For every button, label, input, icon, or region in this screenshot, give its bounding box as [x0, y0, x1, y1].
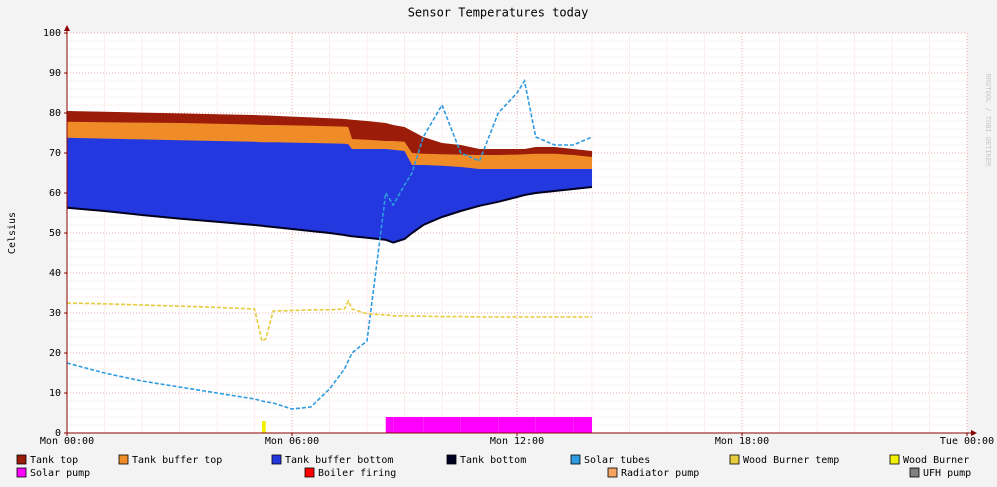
legend-label: Tank top	[30, 455, 78, 466]
legend-swatch	[570, 454, 581, 465]
step-bar	[573, 417, 592, 433]
x-tick-label: Mon 18:00	[715, 436, 769, 447]
y-tick-label: 80	[49, 108, 61, 119]
legend-label: Solar tubes	[584, 455, 650, 466]
series-line	[66, 186, 593, 244]
y-tick-label: 20	[49, 348, 61, 359]
legend-label: Solar pump	[30, 468, 90, 479]
step-bar	[524, 417, 536, 433]
band-area	[67, 137, 592, 243]
legend-swatch	[16, 454, 27, 465]
marks	[66, 78, 593, 433]
step-bar	[554, 417, 574, 433]
y-axis-label: Celsius	[7, 212, 18, 254]
y-tick-label: 10	[49, 388, 61, 399]
y-tick-label: 50	[49, 228, 61, 239]
step-bar	[479, 417, 499, 433]
x-tick-label: Mon 06:00	[265, 436, 319, 447]
y-tick-label: 90	[49, 68, 61, 79]
step-bar	[460, 417, 480, 433]
series-line	[66, 299, 592, 343]
watermark: RRDTOOL / TOBI OETIKER	[984, 74, 992, 168]
legend-swatch	[909, 467, 920, 478]
y-tick-label: 100	[43, 28, 61, 39]
legend-swatch	[607, 467, 618, 478]
y-tick-label: 60	[49, 188, 61, 199]
step-bar	[498, 417, 517, 433]
legend-label: Boiler firing	[318, 468, 396, 479]
legend-label: Wood Burner temp	[743, 455, 839, 466]
step-bar	[393, 417, 405, 433]
x-axis-arrow	[971, 430, 977, 436]
legend-swatch	[118, 454, 129, 465]
legend-swatch	[446, 454, 457, 465]
y-tick-label: 40	[49, 268, 61, 279]
legend-label: UFH pump	[923, 468, 971, 479]
y-tick-label: 0	[55, 428, 61, 439]
series-line	[66, 78, 593, 410]
x-tick-label: Tue 00:00	[940, 436, 994, 447]
step-bar	[404, 417, 412, 433]
legend-label: Tank bottom	[460, 455, 526, 466]
step-bar	[262, 421, 266, 433]
chart-title: Sensor Temperatures today	[408, 6, 589, 20]
y-axis-arrow	[64, 25, 70, 31]
y-tick-label: 70	[49, 148, 61, 159]
legend-swatch	[729, 454, 740, 465]
y-tick-label: 30	[49, 308, 61, 319]
step-bar	[517, 417, 525, 433]
legend: Tank top Tank buffer top Tank buffer botto…	[16, 454, 971, 479]
step-bar	[535, 417, 555, 433]
legend-label: Radiator pump	[621, 468, 699, 479]
legend-swatch	[889, 454, 900, 465]
legend-swatch	[304, 467, 315, 478]
legend-swatch	[271, 454, 282, 465]
legend-label: Tank buffer bottom	[285, 455, 393, 466]
legend-label: Tank buffer top	[132, 455, 222, 466]
step-bar	[412, 417, 424, 433]
axes: 0 10 20 30 40 50 60 70 80 90 100 Mon 00:00 Mon 06:00…	[40, 25, 994, 447]
step-bar	[423, 417, 442, 433]
step-bar	[385, 417, 394, 433]
step-bar	[442, 417, 461, 433]
legend-label: Wood Burner	[903, 455, 969, 466]
legend-swatch	[16, 467, 27, 478]
x-tick-label: Mon 00:00	[40, 436, 94, 447]
x-tick-label: Mon 12:00	[490, 436, 544, 447]
